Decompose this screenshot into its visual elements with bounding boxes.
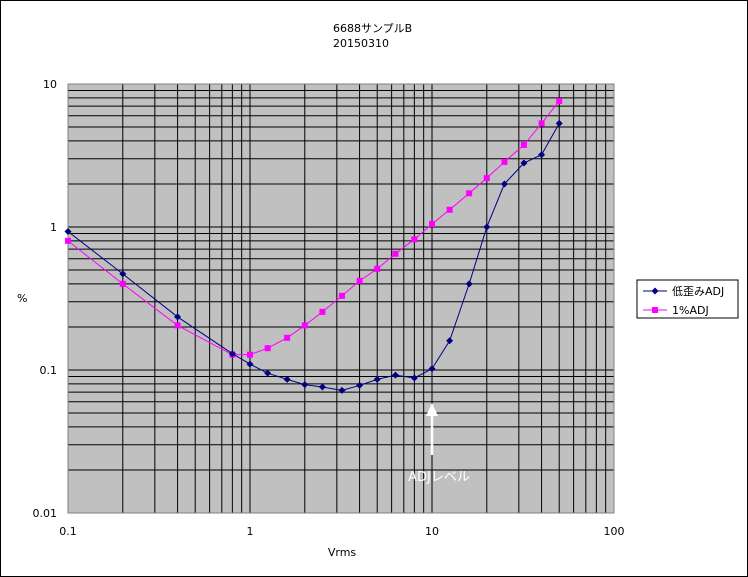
legend: 低歪みADJ 1%ADJ bbox=[636, 279, 739, 319]
legend-item: 1%ADJ bbox=[643, 304, 709, 317]
data-point bbox=[264, 345, 271, 352]
legend-label: 低歪みADJ bbox=[672, 285, 724, 298]
adj-level-annotation: ADJレベル bbox=[408, 403, 470, 485]
data-point bbox=[284, 334, 291, 341]
x-axis-label: Vrms bbox=[328, 546, 357, 559]
data-point bbox=[356, 277, 363, 284]
series-layer bbox=[64, 98, 563, 394]
series-line bbox=[67, 100, 560, 356]
data-point bbox=[174, 313, 182, 321]
data-point bbox=[466, 190, 473, 197]
data-point bbox=[501, 158, 508, 165]
grid bbox=[67, 83, 614, 514]
chart-subtitle: 20150310 bbox=[333, 37, 389, 50]
data-point bbox=[651, 287, 659, 295]
data-point bbox=[319, 308, 326, 315]
y-tick-label: 0.01 bbox=[33, 507, 58, 520]
data-point bbox=[391, 371, 399, 379]
x-axis-ticks: 0.1 1 10 100 bbox=[59, 525, 624, 538]
data-point bbox=[446, 337, 454, 345]
data-point bbox=[555, 119, 563, 127]
x-tick-label: 1 bbox=[247, 525, 254, 538]
data-point bbox=[410, 374, 418, 382]
data-point bbox=[373, 375, 381, 383]
y-tick-label: 1 bbox=[50, 221, 57, 234]
data-point bbox=[301, 381, 309, 389]
data-point bbox=[538, 120, 545, 127]
data-point bbox=[174, 322, 181, 329]
data-point bbox=[500, 180, 508, 188]
legend-item: 低歪みADJ bbox=[643, 285, 724, 298]
annotation-text: ADJレベル bbox=[408, 470, 470, 485]
data-point bbox=[446, 206, 453, 213]
data-point bbox=[411, 236, 418, 243]
y-axis-label: % bbox=[17, 292, 27, 305]
annotation-arrow-head bbox=[426, 403, 438, 416]
data-point bbox=[556, 98, 563, 105]
data-point bbox=[247, 351, 253, 358]
data-point bbox=[228, 350, 236, 358]
data-point bbox=[338, 386, 346, 394]
data-point bbox=[283, 375, 291, 383]
data-point bbox=[520, 159, 528, 167]
data-point bbox=[652, 307, 658, 313]
data-point bbox=[119, 270, 127, 278]
x-tick-label: 0.1 bbox=[59, 525, 77, 538]
data-point bbox=[301, 322, 308, 329]
data-point bbox=[65, 237, 71, 244]
series-low-distortion-adj bbox=[64, 119, 563, 394]
legend-label: 1%ADJ bbox=[672, 304, 709, 317]
data-point bbox=[520, 141, 527, 148]
data-point bbox=[483, 175, 490, 182]
data-point bbox=[318, 383, 326, 391]
data-point bbox=[483, 223, 491, 231]
data-point bbox=[429, 220, 435, 227]
y-tick-label: 10 bbox=[43, 78, 57, 91]
chart-title: 6688サンプルB bbox=[333, 22, 412, 35]
series-one-percent-adj bbox=[65, 98, 563, 358]
data-point bbox=[246, 360, 254, 368]
x-tick-label: 100 bbox=[604, 525, 625, 538]
data-point bbox=[465, 280, 473, 288]
y-tick-label: 0.1 bbox=[40, 364, 58, 377]
data-point bbox=[119, 280, 126, 287]
x-tick-label: 10 bbox=[425, 525, 439, 538]
data-point bbox=[428, 365, 436, 373]
plot-border bbox=[67, 83, 615, 514]
data-point bbox=[374, 265, 381, 272]
data-point bbox=[392, 250, 399, 257]
data-point bbox=[338, 292, 345, 299]
y-axis-ticks: 0.01 0.1 1 10 bbox=[33, 78, 58, 520]
series-line bbox=[67, 123, 560, 391]
data-point bbox=[356, 381, 364, 389]
data-point bbox=[538, 151, 546, 159]
data-point bbox=[264, 369, 272, 377]
data-point bbox=[64, 228, 72, 236]
